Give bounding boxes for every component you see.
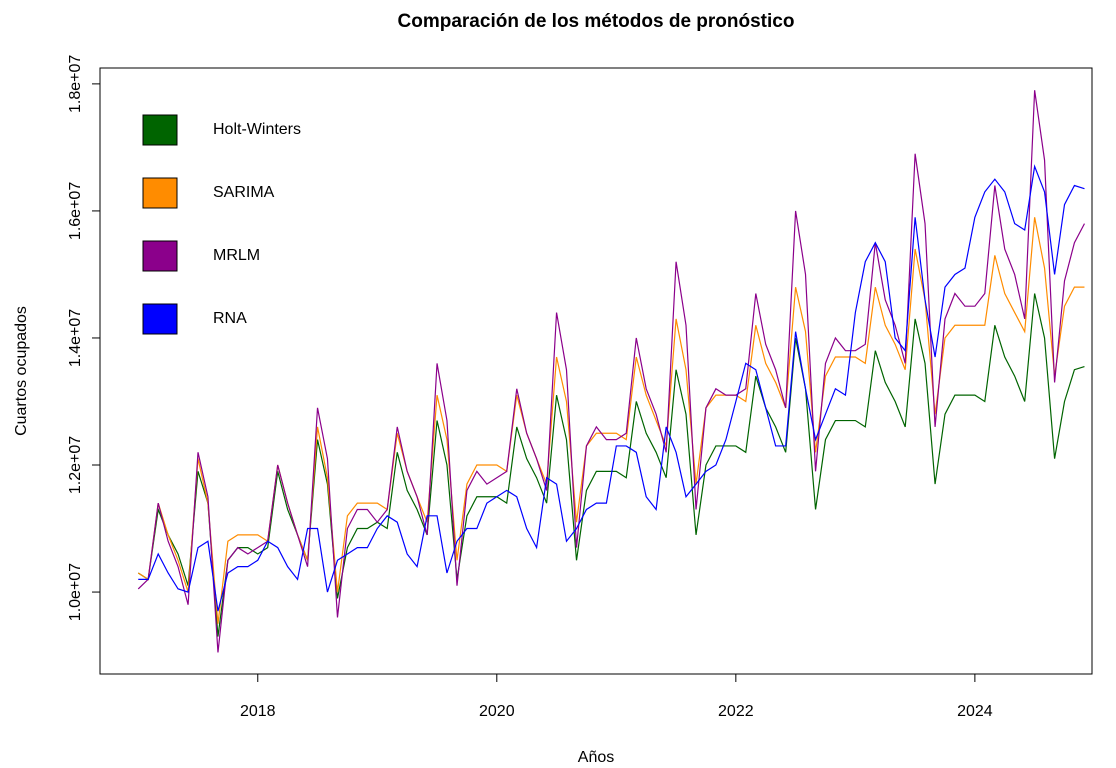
legend-swatch <box>142 240 178 272</box>
plot-frame <box>99 67 1093 675</box>
legend-label: SARIMA <box>213 184 275 201</box>
legend-label: RNA <box>213 310 247 327</box>
legend-swatch <box>142 177 178 209</box>
chart-title: Comparación de los métodos de pronóstico <box>398 11 795 32</box>
legend-swatch <box>142 303 178 335</box>
x-tick-label: 2024 <box>957 703 993 720</box>
y-tick-label: 1.2e+07 <box>67 436 84 494</box>
x-tick-label: 2018 <box>240 703 276 720</box>
x-tick-label: 2020 <box>479 703 515 720</box>
series-line <box>138 164 1085 612</box>
y-tick-label: 1.0e+07 <box>67 563 84 621</box>
legend-label: Holt-Winters <box>213 121 301 138</box>
x-tick-label: 2022 <box>718 703 754 720</box>
y-tick-label: 1.8e+07 <box>67 55 84 113</box>
y-tick-label: 1.6e+07 <box>67 182 84 240</box>
legend-label: MRLM <box>213 247 260 264</box>
y-axis-label: Cuartos ocupados <box>13 306 30 436</box>
series-line <box>137 90 1086 653</box>
legend-swatch <box>142 114 178 146</box>
x-axis-label: Años <box>578 749 614 766</box>
y-tick-label: 1.4e+07 <box>67 309 84 367</box>
